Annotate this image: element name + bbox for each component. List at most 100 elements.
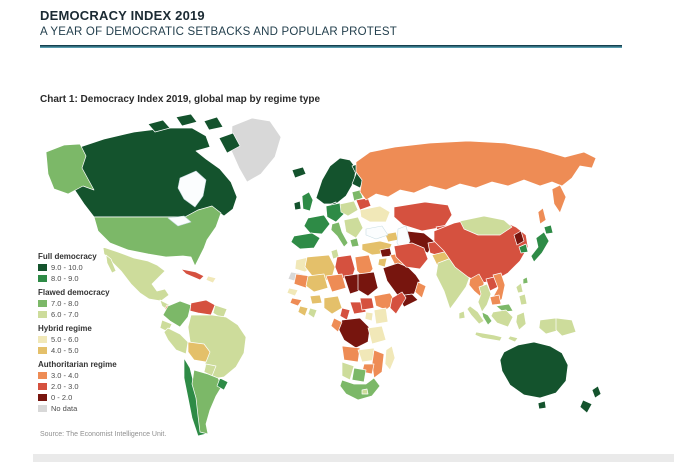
country-sri-lanka — [458, 310, 466, 320]
country-namibia — [341, 361, 355, 381]
country-cuba — [180, 268, 205, 281]
country-united-states — [45, 143, 95, 195]
country-balkans — [343, 216, 364, 239]
country-argentina — [191, 369, 223, 435]
legend-group-label: Authoritarian regime — [38, 360, 117, 369]
chart-title: Chart 1: Democracy Index 2019, global ma… — [40, 94, 321, 105]
country-uganda — [364, 311, 374, 322]
header-rule — [40, 45, 622, 48]
source-note: Source: The Economist Intelligence Unit. — [40, 431, 167, 438]
country-indonesia — [515, 311, 527, 331]
legend-item: 8.0 - 9.0 — [38, 274, 138, 283]
country-new-zealand — [579, 399, 593, 414]
country-malaysia — [495, 303, 514, 313]
country-mexico — [102, 246, 170, 302]
country-canada — [61, 127, 238, 218]
country-belarus — [355, 197, 372, 211]
legend-range-label: 0 - 2.0 — [51, 392, 73, 402]
black-sea — [365, 225, 389, 240]
country-malaysia — [481, 311, 493, 326]
country-japan — [530, 231, 550, 263]
country-canada — [147, 119, 171, 133]
hudson-bay — [177, 170, 207, 208]
country-australia — [499, 341, 569, 399]
country-mozambique — [371, 349, 385, 379]
country-niger — [325, 273, 347, 293]
legend-group-label: Flawed democracy — [38, 288, 110, 297]
country-nigeria — [323, 295, 343, 315]
country-germany-central-europe — [325, 202, 345, 223]
country-japan — [543, 224, 554, 235]
legend-item: 0 - 2.0 — [38, 392, 138, 402]
country-poland-czechia — [339, 200, 359, 217]
country-south-korea — [518, 243, 529, 254]
country-new-zealand — [591, 385, 602, 399]
country-indonesia — [538, 317, 561, 335]
country-ghana — [307, 307, 318, 319]
country-russia — [537, 207, 547, 225]
country-uruguay — [216, 377, 229, 391]
country-tanzania — [367, 325, 387, 345]
country-greece — [349, 237, 360, 248]
legend-swatch — [38, 310, 47, 318]
legend-item: 2.0 - 3.0 — [38, 381, 138, 391]
legend-item: 5.0 - 6.0 — [38, 334, 138, 344]
legend-swatch — [38, 346, 47, 354]
country-congo-gabon — [330, 317, 343, 333]
country-ivory-coast — [297, 305, 309, 317]
country-indonesia — [466, 305, 485, 325]
country-saudi-arabia — [382, 262, 421, 297]
legend-swatch — [38, 382, 47, 390]
country-burkina-faso — [309, 294, 323, 305]
country-iran — [393, 242, 429, 270]
country-canada — [218, 132, 241, 154]
country-peru — [163, 327, 189, 355]
legend-item: 9.0 - 10.0 — [38, 263, 138, 272]
country-taiwan — [522, 276, 529, 285]
country-cambodia — [489, 294, 502, 306]
country-sudan — [357, 271, 379, 297]
page-subtitle: A YEAR OF DEMOCRATIC SETBACKS AND POPULA… — [40, 26, 398, 38]
legend-item: 3.0 - 4.0 — [38, 371, 138, 380]
country-mongolia — [459, 215, 513, 236]
legend-range-label: 7.0 - 8.0 — [51, 298, 79, 308]
country-france — [303, 214, 331, 235]
legend-swatch — [38, 393, 47, 401]
legend-range-label: 2.0 - 3.0 — [51, 381, 79, 391]
legend-item: 6.0 - 7.0 — [38, 310, 138, 319]
country-caribbean — [205, 275, 217, 284]
country-colombia — [162, 300, 192, 328]
legend-swatch — [38, 263, 47, 271]
country-indonesia — [490, 309, 514, 328]
country-canada — [175, 113, 198, 127]
country-kenya — [373, 307, 389, 325]
legend-item: 4.0 - 5.0 — [38, 345, 138, 355]
legend-group: Hybrid regime 5.0 - 6.0 4.0 - 5.0 — [38, 324, 138, 355]
country-italy — [330, 221, 349, 248]
country-united-kingdom — [301, 191, 314, 212]
country-iberia — [290, 232, 321, 250]
legend-group: Full democracy 9.0 - 10.0 8.0 - 9.0 — [38, 252, 138, 283]
legend-item: No data — [38, 403, 138, 413]
country-dr-congo — [337, 317, 371, 349]
country-russia — [551, 184, 567, 214]
legend-swatch — [38, 371, 47, 379]
legend-group-label: Full democracy — [38, 252, 97, 261]
legend-range-label: 5.0 - 6.0 — [51, 334, 79, 344]
next-section-edge — [33, 454, 674, 462]
country-russia — [355, 140, 597, 201]
country-indonesia — [474, 331, 503, 342]
country-ireland — [293, 200, 302, 211]
country-botswana — [351, 367, 367, 383]
legend-item: 7.0 - 8.0 — [38, 298, 138, 308]
great-lakes — [167, 215, 192, 227]
country-angola — [341, 345, 361, 363]
country-cameroon — [339, 307, 351, 321]
legend-range-label: No data — [51, 403, 78, 413]
legend-group-label: Hybrid regime — [38, 324, 92, 333]
map-legend: Full democracy 9.0 - 10.0 8.0 - 9.0 Flawed … — [38, 252, 138, 418]
legend-range-label: 4.0 - 5.0 — [51, 345, 79, 355]
legend-group: Authoritarian regime 3.0 - 4.0 2.0 - 3.0 0 … — [38, 360, 138, 413]
